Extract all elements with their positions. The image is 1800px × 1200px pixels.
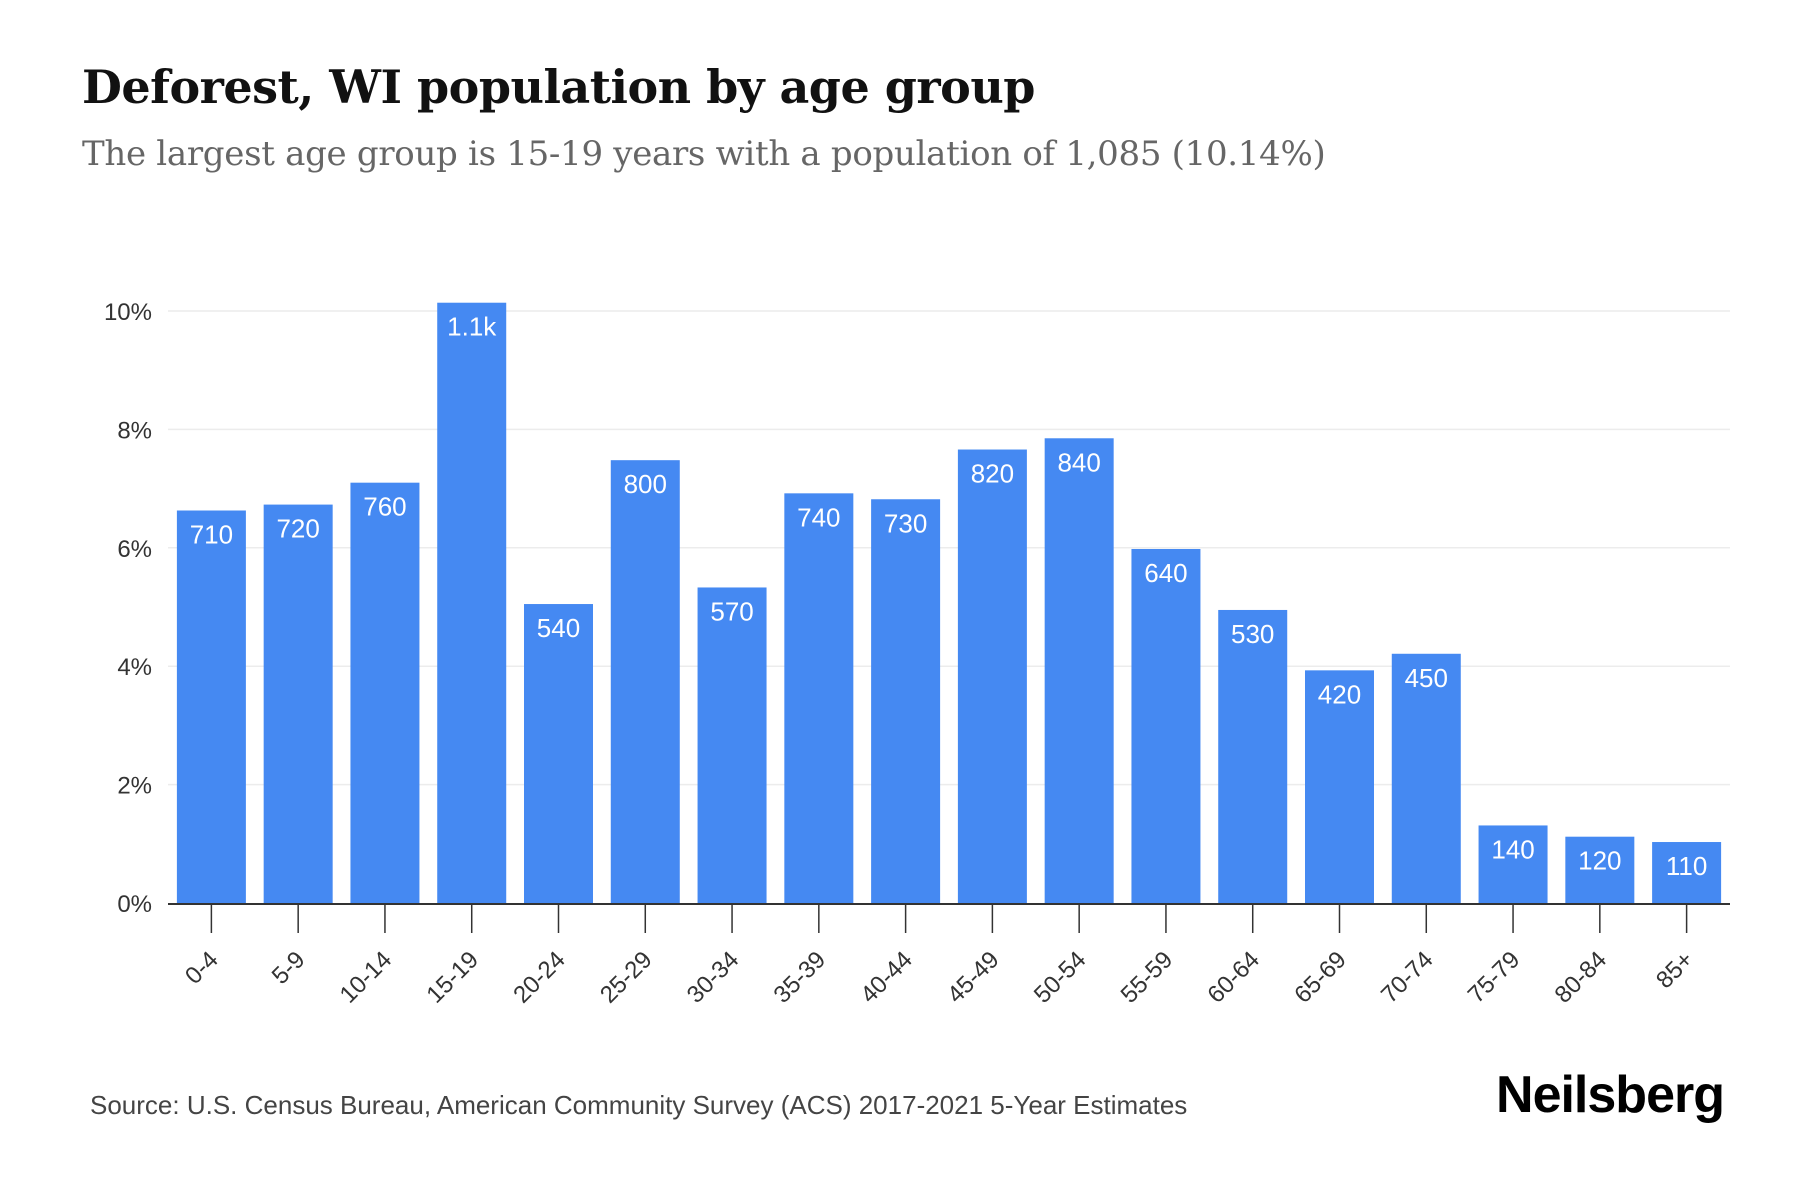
x-tick-label: 35-39 bbox=[769, 946, 832, 1009]
bar-value-label: 530 bbox=[1231, 619, 1274, 649]
brand-logo: Neilsberg bbox=[1496, 1066, 1725, 1124]
x-tick-label: 20-24 bbox=[508, 946, 571, 1009]
bar-value-label: 120 bbox=[1578, 846, 1621, 876]
bar-value-label: 840 bbox=[1057, 447, 1100, 477]
x-tick-label: 55-59 bbox=[1116, 946, 1179, 1009]
x-tick-label: 65-69 bbox=[1289, 946, 1352, 1009]
bar-value-label: 420 bbox=[1318, 679, 1361, 709]
x-tick-label: 50-54 bbox=[1029, 946, 1092, 1009]
chart-subtitle: The largest age group is 15-19 years wit… bbox=[82, 134, 1326, 174]
x-tick-label: 0-4 bbox=[180, 946, 224, 990]
x-tick-label: 45-49 bbox=[942, 946, 1005, 1009]
bar bbox=[1218, 609, 1288, 903]
bar-value-label: 740 bbox=[797, 502, 840, 532]
bar-value-label: 800 bbox=[624, 469, 667, 499]
bar bbox=[697, 587, 767, 903]
bar bbox=[1652, 842, 1722, 903]
x-tick-label: 60-64 bbox=[1202, 946, 1265, 1009]
x-tick-label: 85+ bbox=[1651, 946, 1699, 994]
bar-value-label: 540 bbox=[537, 613, 580, 643]
bar bbox=[1044, 438, 1114, 903]
x-tick-label: 40-44 bbox=[855, 946, 918, 1009]
y-tick-label: 6% bbox=[117, 536, 152, 563]
x-tick-label: 75-79 bbox=[1463, 946, 1526, 1009]
bar-chart: 0% 2% 4% 6% 8% 10% 710 0-4 720 5-9 760 10-14 1.1k 15-… bbox=[104, 299, 1730, 1009]
bar bbox=[871, 499, 941, 903]
bar bbox=[957, 449, 1027, 903]
bar bbox=[784, 493, 854, 903]
bar bbox=[437, 302, 507, 903]
x-tick-label: 10-14 bbox=[335, 946, 398, 1009]
bar-value-label: 140 bbox=[1491, 834, 1534, 864]
bar-value-label: 1.1k bbox=[447, 312, 497, 342]
x-tick-label: 15-19 bbox=[421, 946, 484, 1009]
bar-value-label: 570 bbox=[710, 596, 753, 626]
bar bbox=[350, 482, 420, 903]
bar bbox=[1305, 670, 1374, 903]
bar bbox=[1478, 825, 1548, 903]
x-tick-label: 70-74 bbox=[1376, 946, 1439, 1009]
bar-value-label: 450 bbox=[1405, 663, 1448, 693]
bar bbox=[1131, 548, 1201, 903]
y-tick-label: 10% bbox=[104, 299, 152, 326]
y-tick-label: 2% bbox=[117, 773, 152, 800]
bar bbox=[176, 510, 246, 903]
bar bbox=[1391, 653, 1461, 903]
y-tick-label: 0% bbox=[117, 891, 152, 918]
bar-value-label: 640 bbox=[1144, 558, 1187, 588]
x-tick-label: 80-84 bbox=[1550, 946, 1613, 1009]
source-note: Source: U.S. Census Bureau, American Com… bbox=[90, 1090, 1188, 1120]
bar-value-label: 730 bbox=[884, 508, 927, 538]
bar-value-label: 820 bbox=[971, 459, 1014, 489]
y-tick-label: 4% bbox=[117, 654, 152, 681]
y-tick-label: 8% bbox=[117, 417, 152, 444]
bar-value-label: 720 bbox=[276, 514, 319, 544]
chart-title: Deforest, WI population by age group bbox=[82, 60, 1035, 114]
x-tick-label: 25-29 bbox=[595, 946, 658, 1009]
bar bbox=[610, 460, 680, 903]
bar bbox=[1565, 836, 1635, 903]
bar-value-label: 760 bbox=[363, 492, 406, 522]
bar-value-label: 710 bbox=[190, 520, 233, 550]
x-tick-label: 5-9 bbox=[267, 946, 311, 990]
x-tick-label: 30-34 bbox=[682, 946, 745, 1009]
bar bbox=[524, 604, 593, 903]
bar bbox=[263, 504, 333, 903]
bar-value-label: 110 bbox=[1666, 851, 1707, 881]
